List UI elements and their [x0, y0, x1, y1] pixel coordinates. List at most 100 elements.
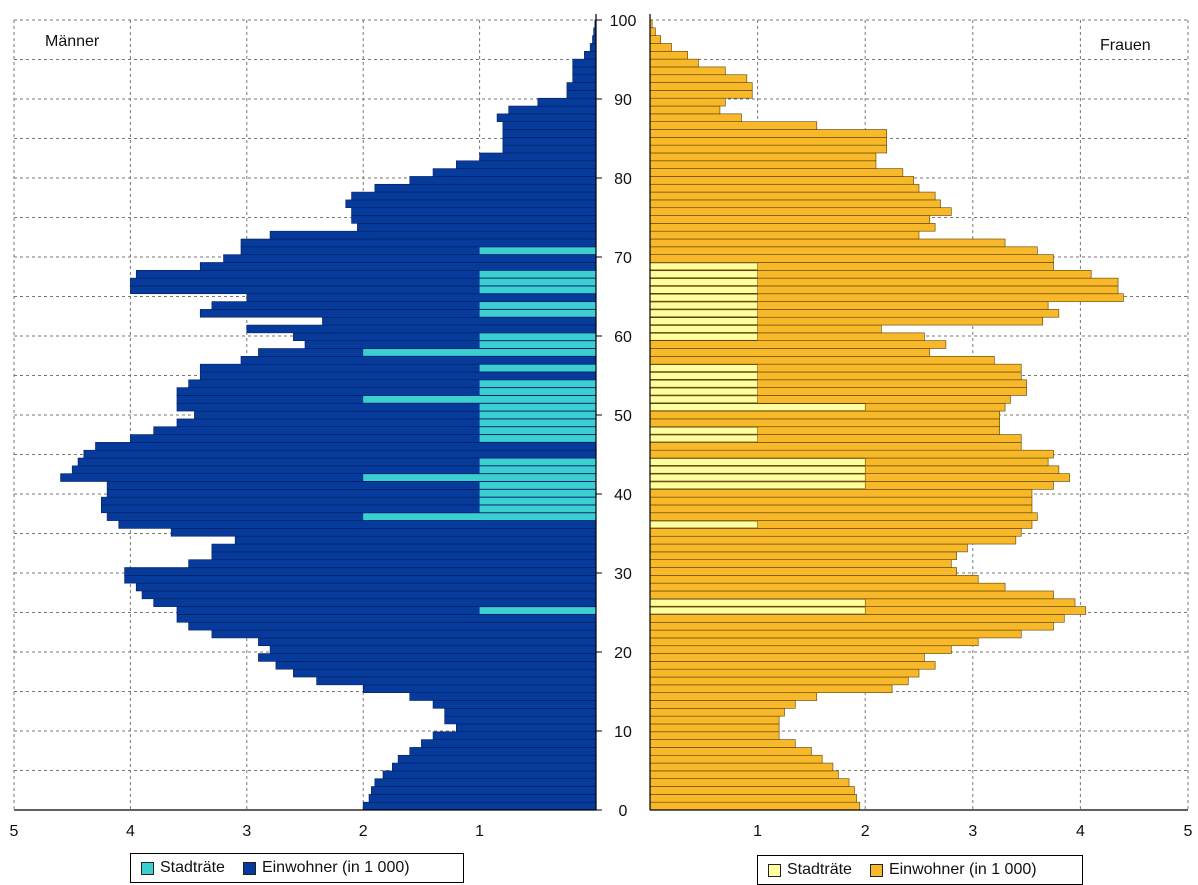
bar-frauen-einwohner	[649, 559, 952, 568]
bar-frauen-einwohner	[649, 731, 780, 740]
bar-maenner-einwohner	[566, 82, 597, 91]
bar-frauen-einwohner	[649, 254, 1054, 263]
legend-item-einwohner: Einwohner (in 1 000)	[869, 861, 1037, 879]
bar-maenner-einwohner	[374, 778, 597, 787]
bar-frauen-einwohner	[649, 489, 1033, 498]
bar-frauen-einwohner	[649, 708, 785, 717]
bar-maenner-einwohner	[322, 316, 597, 326]
legend-label-stadtraete: Stadträte	[787, 861, 852, 878]
bar-frauen-einwohner	[649, 762, 834, 772]
bar-frauen-einwohner	[649, 715, 780, 725]
bar-frauen-einwohner	[649, 754, 823, 764]
bar-maenner-stadtraete	[479, 505, 596, 513]
right-bars	[649, 19, 1124, 811]
bar-maenner-stadtraete	[479, 286, 596, 294]
legend-label-einwohner: Einwohner (in 1 000)	[888, 861, 1037, 878]
bar-frauen-einwohner	[649, 528, 1022, 537]
bar-frauen-einwohner	[649, 449, 1054, 459]
bar-frauen-einwohner	[649, 504, 1033, 514]
bar-maenner-einwohner	[368, 794, 597, 803]
bar-frauen-stadtraete	[649, 309, 758, 317]
bar-maenner-einwohner	[211, 629, 597, 639]
left-x-tick-label: 2	[359, 823, 368, 840]
bar-frauen-einwohner	[649, 637, 979, 647]
right-x-tick-label: 5	[1184, 823, 1193, 840]
bar-maenner-stadtraete	[479, 427, 596, 435]
bar-maenner-einwohner	[397, 754, 597, 764]
bar-maenner-einwohner	[211, 551, 597, 561]
bar-frauen-einwohner	[649, 58, 699, 68]
bar-frauen-einwohner	[649, 801, 861, 811]
bar-maenner-einwohner	[409, 692, 597, 701]
bar-frauen-einwohner	[649, 74, 748, 83]
bar-frauen-einwohner	[649, 199, 941, 209]
age-tick-label: 20	[614, 645, 632, 662]
bar-maenner-einwohner	[293, 668, 597, 678]
bar-maenner-einwohner	[223, 254, 597, 263]
bar-maenner-einwohner	[275, 661, 597, 670]
bar-maenner-einwohner	[188, 559, 597, 568]
bar-maenner-einwohner	[351, 207, 597, 216]
bar-maenner-stadtraete	[479, 270, 596, 278]
bar-maenner-einwohner	[432, 168, 597, 177]
right-x-tick-label: 1	[753, 823, 762, 840]
bar-maenner-stadtraete	[479, 380, 596, 388]
bar-maenner-einwohner	[502, 137, 597, 146]
bar-maenner-einwohner	[566, 90, 597, 99]
bar-maenner-einwohner	[124, 575, 597, 584]
bar-frauen-einwohner	[649, 97, 726, 107]
bar-frauen-einwohner	[649, 567, 957, 576]
bar-maenner-einwohner	[246, 293, 597, 302]
bar-frauen-stadtraete	[649, 599, 866, 607]
bar-maenner-stadtraete	[479, 607, 596, 614]
bar-frauen-stadtraete	[649, 387, 758, 396]
bar-maenner-einwohner	[502, 129, 597, 138]
bar-frauen-einwohner	[649, 238, 1006, 248]
bar-maenner-einwohner	[351, 191, 597, 201]
bar-frauen-stadtraete	[649, 364, 758, 372]
bar-maenner-stadtraete	[479, 364, 596, 372]
right-x-tick-label: 3	[968, 823, 977, 840]
bar-frauen-stadtraete	[649, 403, 866, 411]
bar-maenner-einwohner	[153, 598, 597, 607]
bar-maenner-stadtraete	[479, 481, 596, 489]
age-tick-label: 50	[614, 408, 632, 425]
age-tick-label: 100	[610, 13, 637, 30]
bar-maenner-einwohner	[589, 43, 597, 52]
bar-maenner-einwohner	[508, 105, 597, 115]
bar-maenner-stadtraete	[479, 411, 596, 419]
bar-frauen-einwohner	[649, 582, 1006, 592]
bar-frauen-einwohner	[649, 645, 952, 654]
bar-frauen-stadtraete	[649, 294, 758, 302]
bar-frauen-einwohner	[649, 590, 1054, 600]
left-bars	[60, 19, 597, 811]
bar-frauen-einwohner	[649, 183, 920, 193]
bar-maenner-stadtraete	[479, 278, 596, 286]
bar-frauen-einwohner	[649, 230, 920, 240]
bar-frauen-stadtraete	[649, 317, 758, 325]
bar-frauen-einwohner	[649, 50, 688, 60]
age-tick-label: 0	[619, 803, 628, 820]
bar-frauen-einwohner	[649, 348, 931, 357]
bar-frauen-stadtraete	[649, 301, 758, 310]
bar-frauen-stadtraete	[649, 325, 758, 333]
bar-frauen-einwohner	[649, 739, 796, 748]
bar-frauen-einwohner	[649, 653, 925, 662]
bar-maenner-stadtraete	[479, 489, 596, 497]
bar-frauen-einwohner	[649, 215, 931, 224]
bar-maenner-einwohner	[572, 74, 597, 83]
bar-frauen-stadtraete	[649, 426, 758, 435]
age-tick-label: 30	[614, 566, 632, 583]
bar-maenner-einwohner	[391, 762, 597, 772]
bar-maenner-einwohner	[537, 97, 597, 107]
bar-maenner-einwohner	[444, 715, 597, 725]
age-tick-label: 70	[614, 250, 632, 267]
bar-maenner-einwohner	[444, 708, 597, 717]
bar-maenner-einwohner	[572, 66, 597, 76]
bar-maenner-einwohner	[432, 731, 597, 740]
bar-frauen-einwohner	[649, 747, 812, 756]
legend-item-stadtraete: Stadträte	[141, 859, 225, 877]
bar-maenner-einwohner	[374, 183, 597, 193]
bar-frauen-einwohner	[649, 661, 936, 670]
